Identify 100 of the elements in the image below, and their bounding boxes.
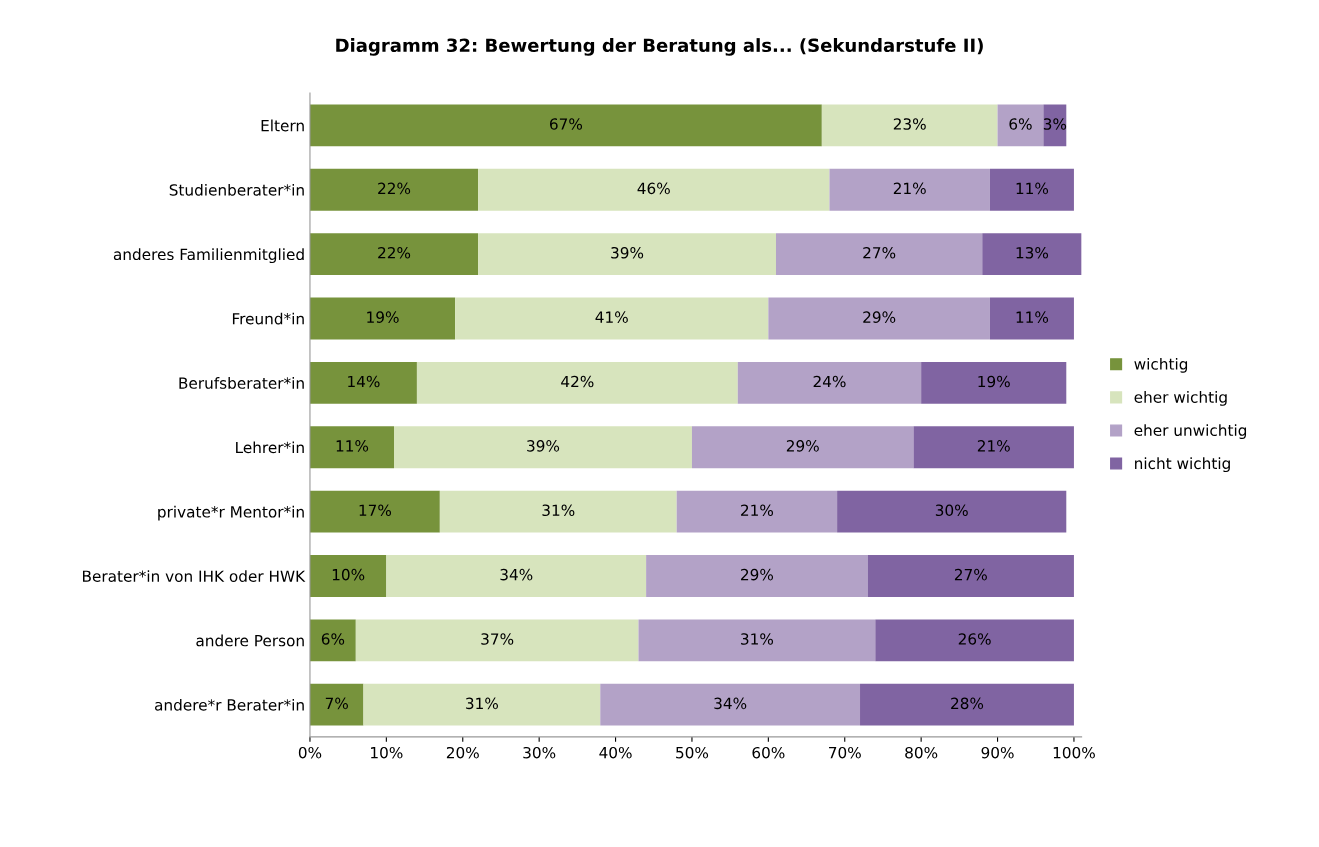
data-label: 21% [893, 182, 926, 195]
bar [439, 490, 677, 533]
y-tick-label: Eltern [261, 119, 304, 132]
data-label: 27% [954, 568, 987, 581]
x-tick-label: 30% [523, 746, 556, 759]
data-label: 11% [1016, 311, 1049, 323]
data-label: 26% [958, 633, 991, 645]
data-label: 34% [714, 697, 747, 710]
bar [309, 619, 356, 662]
bar [600, 683, 861, 726]
data-label: 39% [611, 246, 644, 259]
bar [646, 555, 868, 597]
bar [837, 490, 1067, 533]
data-label: 39% [527, 440, 560, 452]
bar [691, 426, 914, 469]
legend-label: wichtig [1134, 357, 1188, 373]
bar [309, 297, 456, 340]
bar [989, 297, 1074, 340]
data-label: 11% [1016, 182, 1049, 195]
bar [829, 168, 990, 211]
bar [309, 683, 364, 726]
bar [478, 233, 776, 276]
data-label: 31% [542, 504, 575, 517]
data-label: 23% [893, 118, 926, 130]
data-label: 24% [813, 375, 846, 388]
data-label: 37% [481, 633, 514, 645]
data-label: 22% [378, 182, 411, 195]
y-tick-label: andere Person [196, 634, 304, 647]
data-label: 42% [561, 375, 594, 388]
x-tick-label: 50% [676, 746, 709, 759]
bar [867, 555, 1074, 597]
y-tick-label: Berater*in von IHK oder HWK [82, 570, 306, 582]
data-label: 27% [863, 246, 896, 259]
bar [775, 233, 983, 276]
data-label: 3% [1043, 118, 1067, 130]
bar [982, 233, 1082, 276]
bar [676, 490, 838, 533]
data-label: 6% [321, 633, 345, 645]
x-tick-label: 80% [905, 746, 938, 759]
bar [455, 297, 769, 340]
bar [355, 619, 639, 662]
data-label: 34% [500, 568, 533, 581]
data-label: 19% [978, 375, 1010, 388]
bar [309, 555, 387, 597]
bar [737, 361, 922, 404]
bar [875, 619, 1074, 662]
bar [309, 168, 479, 211]
y-tick-label: Studienberater*in [169, 183, 304, 196]
bar [363, 683, 601, 726]
data-label: 10% [332, 568, 365, 581]
bar [309, 426, 394, 469]
bar [1043, 104, 1067, 147]
y-tick-label: andere*r Berater*in [155, 698, 304, 711]
bar [416, 361, 738, 404]
data-label: 31% [466, 697, 498, 710]
y-tick-label: Lehrer*in [236, 441, 304, 454]
legend-label: nicht wichtig [1135, 457, 1230, 473]
bar [386, 555, 647, 597]
data-label: 28% [951, 697, 984, 710]
data-label: 14% [348, 375, 380, 388]
data-label: 46% [637, 182, 670, 195]
y-tick-label: anderes Familienmitglied [113, 248, 304, 264]
bar [309, 104, 822, 147]
data-label: 22% [378, 246, 411, 259]
bar [394, 426, 692, 469]
bar [860, 683, 1074, 726]
data-label: 29% [786, 440, 819, 452]
bar [638, 619, 876, 662]
bar [821, 104, 998, 147]
bar [309, 490, 440, 533]
legend-label: eher unwichtig [1134, 424, 1247, 439]
x-tick-label: 100% [1053, 746, 1095, 759]
y-tick-label: private*r Mentor*in [158, 505, 304, 521]
data-label: 31% [741, 633, 774, 645]
data-label: 29% [741, 568, 774, 581]
x-tick-label: 70% [829, 746, 861, 759]
x-tick-label: 90% [981, 746, 1014, 759]
data-label: 19% [367, 311, 399, 323]
y-tick-label: Berufsberater*in [179, 377, 304, 389]
x-tick-label: 0% [298, 746, 322, 759]
data-label: 30% [935, 504, 968, 517]
data-label: 13% [1016, 246, 1049, 259]
bar [309, 361, 417, 404]
data-label: 41% [595, 311, 628, 323]
x-tick-label: 40% [599, 746, 632, 759]
x-tick-label: 10% [371, 746, 403, 759]
legend-label: eher wichtig [1134, 391, 1227, 406]
y-tick-label: Freund*in [232, 312, 304, 325]
data-label: 29% [863, 311, 896, 323]
data-label: 17% [359, 504, 392, 517]
bar [768, 297, 990, 340]
bar [913, 426, 1074, 469]
bar [997, 104, 1044, 147]
data-label: 21% [741, 504, 774, 517]
bar [921, 361, 1067, 404]
data-label: 7% [325, 697, 348, 710]
x-tick-label: 20% [446, 746, 479, 759]
data-label: 21% [977, 440, 1010, 452]
bar [309, 233, 479, 276]
data-label: 67% [549, 118, 583, 130]
